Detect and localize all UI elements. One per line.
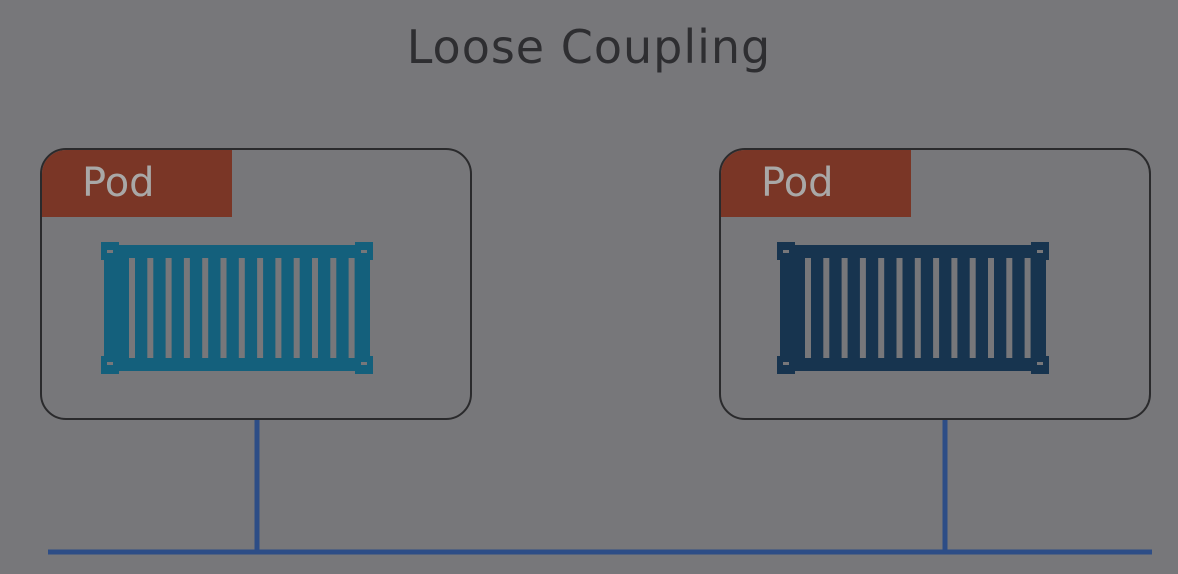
pod-label: Pod (721, 150, 911, 217)
pod-label: Pod (42, 150, 232, 217)
diagram-title: Loose Coupling (406, 20, 772, 74)
pod-right: Pod (719, 148, 1151, 420)
container-icon (101, 242, 373, 374)
container-icon (777, 242, 1049, 374)
pod-left: Pod (40, 148, 472, 420)
